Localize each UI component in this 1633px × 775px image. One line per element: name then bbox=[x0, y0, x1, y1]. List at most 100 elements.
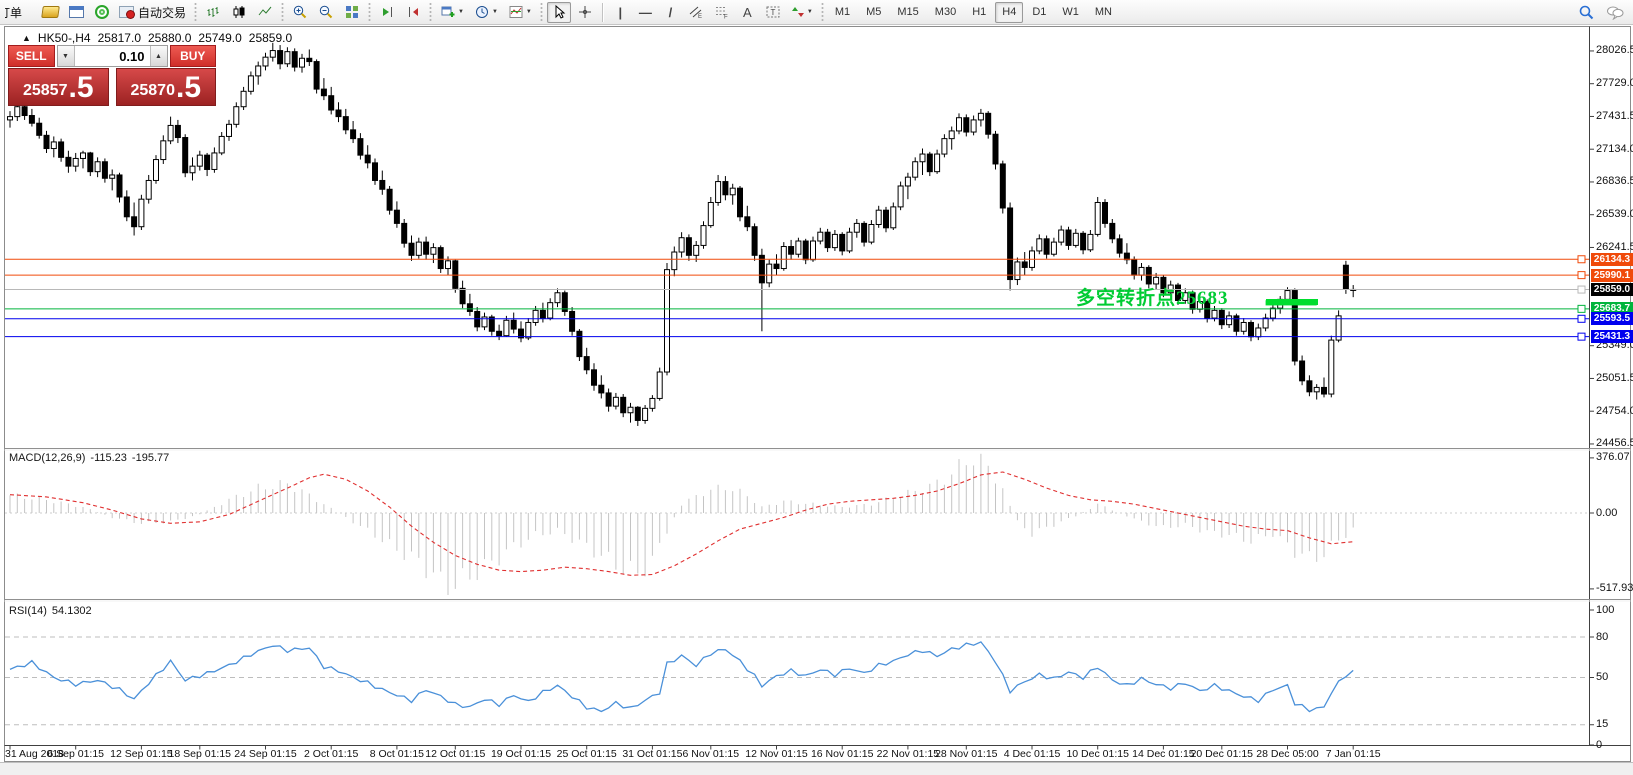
signal-button[interactable] bbox=[90, 2, 113, 23]
arrows-icon bbox=[791, 7, 804, 17]
clock-icon bbox=[475, 6, 488, 18]
text-tool[interactable]: A bbox=[736, 2, 759, 23]
svg-text:T: T bbox=[770, 8, 775, 17]
timeframe-group: M1 M5 M15 M30 H1 H4 D1 W1 MN bbox=[827, 1, 1120, 23]
window-bottom-strip bbox=[0, 762, 1633, 775]
timeframe-m30[interactable]: M30 bbox=[934, 6, 957, 18]
ohlc-open: 25817.0 bbox=[97, 31, 141, 45]
annotation-trend-segment[interactable] bbox=[1266, 299, 1318, 305]
autotrading-button[interactable]: 自动交易 bbox=[115, 2, 190, 23]
buy-price-frac: .5 bbox=[175, 71, 202, 104]
crosshair-tool-button[interactable] bbox=[573, 2, 597, 23]
bar-chart-icon bbox=[207, 7, 219, 17]
chart-shift-icon bbox=[409, 7, 419, 17]
fibonacci-tool[interactable]: F bbox=[710, 2, 734, 23]
candlestick-chart-button[interactable] bbox=[227, 2, 251, 23]
timeframe-h1[interactable]: H1 bbox=[972, 6, 987, 18]
new-order-button[interactable]: 订单 bbox=[4, 2, 36, 23]
add-chart-button[interactable]: ▼ bbox=[436, 2, 468, 23]
timeframe-m1[interactable]: M1 bbox=[834, 6, 851, 18]
search-button[interactable] bbox=[1574, 2, 1599, 23]
timeframe-mn[interactable]: MN bbox=[1094, 6, 1112, 18]
vertical-line-icon: | bbox=[618, 4, 623, 20]
add-chart-icon bbox=[441, 6, 455, 17]
timeframe-m5[interactable]: M5 bbox=[866, 6, 882, 18]
chevron-down-icon: ▼ bbox=[806, 9, 813, 15]
sell-price-box[interactable]: 25857 .5 bbox=[8, 68, 109, 106]
auto-scroll-button[interactable] bbox=[375, 2, 399, 23]
equidistant-channel-tool[interactable]: E bbox=[684, 2, 708, 23]
ohlc-high: 25880.0 bbox=[148, 31, 192, 45]
zoom-out-button[interactable] bbox=[314, 2, 338, 23]
chat-icon bbox=[1607, 6, 1624, 20]
buy-price-box[interactable]: 25870 .5 bbox=[115, 68, 216, 106]
buy-button[interactable]: BUY bbox=[169, 45, 216, 67]
symbol-name: HK50-,H4 bbox=[37, 31, 91, 45]
periods-button[interactable]: ▼ bbox=[470, 2, 502, 23]
sell-price-frac: .5 bbox=[68, 71, 94, 104]
line-chart-button[interactable] bbox=[253, 2, 277, 23]
cursor-icon bbox=[555, 4, 566, 19]
arrows-tool[interactable]: ▼ bbox=[787, 2, 817, 23]
zoom-in-button[interactable] bbox=[288, 2, 312, 23]
text-label-tool[interactable]: T bbox=[761, 2, 785, 23]
chat-button[interactable] bbox=[1601, 2, 1629, 23]
trendline-tool[interactable]: / bbox=[659, 2, 682, 23]
tile-windows-button[interactable] bbox=[340, 2, 364, 23]
text-icon: A bbox=[743, 4, 752, 20]
search-icon bbox=[1579, 5, 1594, 19]
annotation-text[interactable]: 多空转折点25683 bbox=[1076, 288, 1229, 309]
horizontal-line-icon: — bbox=[638, 4, 652, 20]
toolbar-drag-handle[interactable] bbox=[193, 3, 199, 21]
cursor-tool-button[interactable] bbox=[546, 1, 571, 23]
zoom-in-icon bbox=[293, 5, 307, 19]
gold-icon bbox=[41, 6, 60, 18]
timeframe-m15[interactable]: M15 bbox=[897, 6, 919, 18]
volume-down-button[interactable]: ▼ bbox=[57, 46, 75, 66]
horizontal-line-tool[interactable]: — bbox=[634, 2, 657, 23]
toolbar: 订单 自动交易 bbox=[0, 0, 1633, 25]
vertical-line-tool[interactable]: | bbox=[609, 2, 632, 23]
macd-value-signal: -195.77 bbox=[131, 452, 170, 464]
autotrading-label: 自动交易 bbox=[138, 5, 187, 20]
toolbar-drag-handle[interactable] bbox=[538, 3, 544, 21]
ohlc-low: 25749.0 bbox=[198, 31, 242, 45]
toolbar-drag-handle[interactable] bbox=[367, 3, 373, 21]
ohlc-close: 25859.0 bbox=[248, 31, 293, 45]
new-chart-window-button[interactable] bbox=[65, 2, 88, 23]
toolbar-separator bbox=[601, 2, 604, 22]
templates-icon bbox=[509, 6, 523, 18]
auto-scroll-icon bbox=[383, 7, 393, 17]
svg-text:E: E bbox=[698, 14, 702, 20]
sell-button[interactable]: SELL bbox=[8, 45, 55, 67]
panel-collapse-icon[interactable]: ▲ bbox=[22, 33, 31, 43]
gold-button[interactable] bbox=[38, 2, 63, 23]
autotrading-icon bbox=[119, 6, 135, 19]
chevron-down-icon: ▼ bbox=[458, 9, 464, 15]
rsi-value: 54.1302 bbox=[51, 605, 92, 617]
toolbar-drag-handle[interactable] bbox=[280, 3, 286, 21]
templates-button[interactable]: ▼ bbox=[504, 2, 536, 23]
timeframe-d1[interactable]: D1 bbox=[1032, 6, 1047, 18]
symbol-title: ▲ HK50-,H4 25817.0 25880.0 25749.0 25859… bbox=[22, 31, 292, 45]
macd-label-row: MACD(12,26,9) -115.23 -195.77 bbox=[9, 452, 169, 464]
chevron-down-icon: ▼ bbox=[491, 9, 498, 15]
toolbar-drag-handle[interactable] bbox=[819, 3, 825, 21]
new-order-label: 订单 bbox=[5, 5, 23, 20]
one-click-trade-panel: SELL ▼ 0.10 ▲ BUY 25857 .5 25870 .5 bbox=[8, 45, 216, 106]
volume-input[interactable]: 0.10 bbox=[74, 46, 150, 66]
bar-chart-button[interactable] bbox=[201, 2, 225, 23]
timeframe-h4[interactable]: H4 bbox=[995, 1, 1024, 23]
svg-text:F: F bbox=[724, 15, 728, 21]
new-chart-window-icon bbox=[69, 6, 84, 18]
candlestick-chart-icon bbox=[233, 6, 245, 18]
volume-up-button[interactable]: ▲ bbox=[149, 46, 167, 66]
buy-price-main: 25870 bbox=[130, 82, 175, 99]
crosshair-icon bbox=[578, 6, 591, 18]
chart-shift-button[interactable] bbox=[401, 2, 425, 23]
macd-value-main: -115.23 bbox=[90, 452, 127, 464]
fibonacci-icon: F bbox=[715, 7, 728, 21]
toolbar-drag-handle[interactable] bbox=[428, 3, 434, 21]
timeframe-w1[interactable]: W1 bbox=[1062, 6, 1079, 18]
